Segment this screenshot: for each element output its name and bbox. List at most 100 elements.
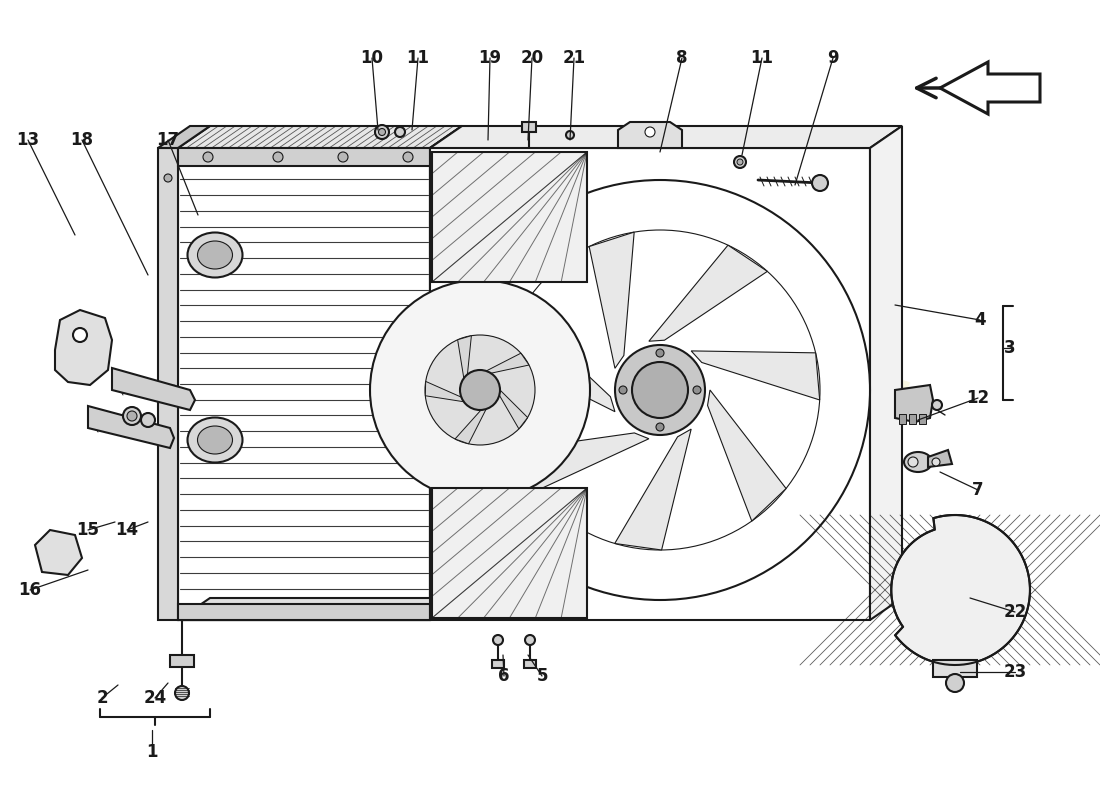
Circle shape — [395, 127, 405, 137]
Ellipse shape — [187, 418, 242, 462]
Text: 1985: 1985 — [596, 291, 924, 489]
Circle shape — [378, 129, 385, 135]
Text: 8: 8 — [676, 49, 688, 67]
Circle shape — [425, 335, 535, 445]
Text: 11: 11 — [407, 49, 429, 67]
Ellipse shape — [198, 426, 232, 454]
Circle shape — [619, 386, 627, 394]
Polygon shape — [933, 660, 977, 677]
Circle shape — [734, 156, 746, 168]
Polygon shape — [486, 353, 529, 374]
Circle shape — [812, 175, 828, 191]
Bar — [492, 660, 504, 668]
Text: 14: 14 — [116, 521, 139, 539]
Circle shape — [632, 362, 688, 418]
Polygon shape — [504, 312, 615, 412]
Text: 18: 18 — [70, 131, 94, 149]
Polygon shape — [455, 409, 486, 444]
Circle shape — [370, 280, 590, 500]
Text: 6: 6 — [498, 667, 509, 685]
Circle shape — [645, 127, 654, 137]
Circle shape — [932, 400, 942, 410]
FancyArrow shape — [940, 62, 1040, 114]
Polygon shape — [618, 122, 682, 148]
Polygon shape — [426, 382, 464, 402]
Bar — [178, 148, 430, 166]
Circle shape — [164, 174, 172, 182]
Circle shape — [375, 125, 389, 139]
Polygon shape — [430, 126, 902, 148]
Polygon shape — [615, 429, 691, 550]
Polygon shape — [512, 433, 649, 491]
Polygon shape — [649, 245, 768, 342]
Polygon shape — [458, 336, 472, 378]
Circle shape — [460, 370, 500, 410]
Circle shape — [273, 152, 283, 162]
Polygon shape — [895, 385, 933, 422]
Circle shape — [126, 411, 138, 421]
Text: 11: 11 — [750, 49, 773, 67]
Bar — [899, 414, 906, 424]
Circle shape — [493, 635, 503, 645]
Circle shape — [693, 386, 701, 394]
Circle shape — [73, 328, 87, 342]
Circle shape — [656, 349, 664, 357]
Text: 1: 1 — [146, 743, 157, 761]
Polygon shape — [430, 126, 462, 620]
Bar — [909, 414, 916, 424]
Polygon shape — [178, 598, 462, 620]
Circle shape — [175, 686, 189, 700]
Polygon shape — [432, 152, 587, 282]
Text: 23: 23 — [1003, 663, 1026, 681]
Text: 16: 16 — [19, 581, 42, 599]
Ellipse shape — [500, 133, 515, 143]
Circle shape — [946, 674, 964, 692]
Text: 9: 9 — [827, 49, 839, 67]
Polygon shape — [178, 126, 462, 148]
Circle shape — [141, 413, 155, 427]
Circle shape — [123, 407, 141, 425]
Ellipse shape — [505, 135, 512, 141]
Polygon shape — [432, 488, 587, 618]
Polygon shape — [891, 515, 1030, 665]
Ellipse shape — [904, 452, 932, 472]
Polygon shape — [88, 406, 174, 448]
Circle shape — [932, 458, 940, 466]
Ellipse shape — [198, 241, 232, 269]
Polygon shape — [707, 390, 786, 521]
Circle shape — [908, 457, 918, 467]
Text: 10: 10 — [361, 49, 384, 67]
Text: 22: 22 — [1003, 603, 1026, 621]
Circle shape — [204, 152, 213, 162]
Circle shape — [656, 423, 664, 431]
Text: 4: 4 — [975, 311, 986, 329]
Text: 20: 20 — [520, 49, 543, 67]
Polygon shape — [430, 148, 870, 620]
Text: 13: 13 — [16, 131, 40, 149]
Circle shape — [566, 131, 574, 139]
Bar — [918, 414, 926, 424]
Text: 19: 19 — [478, 49, 502, 67]
Ellipse shape — [187, 233, 242, 278]
Text: 24: 24 — [143, 689, 166, 707]
Bar — [524, 660, 536, 668]
Polygon shape — [158, 126, 210, 148]
Circle shape — [403, 152, 412, 162]
Polygon shape — [158, 148, 178, 620]
Circle shape — [525, 635, 535, 645]
Circle shape — [737, 159, 742, 165]
Polygon shape — [590, 232, 635, 368]
Polygon shape — [928, 450, 952, 467]
Polygon shape — [870, 126, 902, 620]
Polygon shape — [178, 148, 430, 620]
Bar — [178, 604, 430, 620]
Bar — [170, 655, 194, 667]
Polygon shape — [499, 390, 528, 429]
Polygon shape — [35, 530, 82, 575]
Text: 12: 12 — [967, 389, 990, 407]
Circle shape — [450, 180, 870, 600]
Circle shape — [615, 345, 705, 435]
Polygon shape — [691, 351, 820, 400]
Text: 7: 7 — [972, 481, 983, 499]
Polygon shape — [112, 368, 195, 410]
